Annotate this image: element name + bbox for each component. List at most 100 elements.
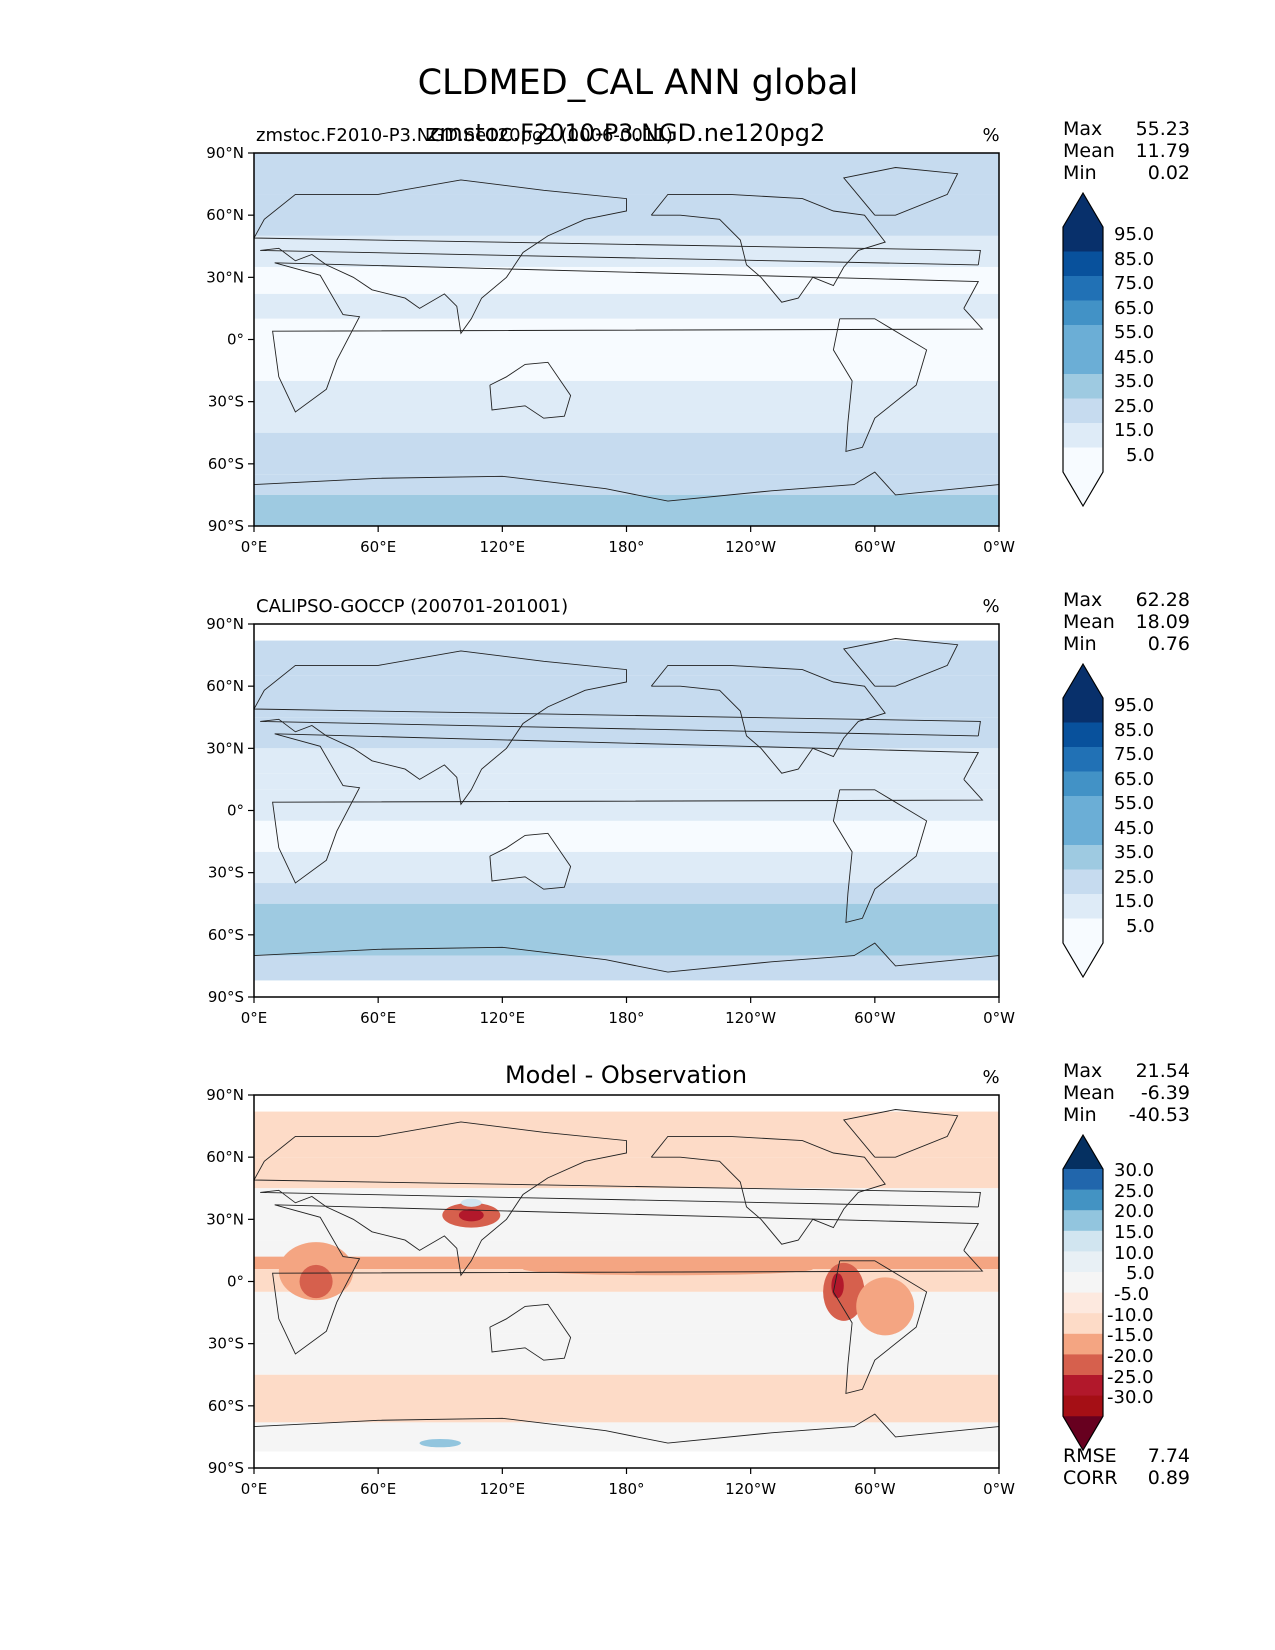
panel-model-coastlines bbox=[254, 167, 999, 502]
panel-model-map bbox=[254, 153, 999, 526]
lon-tick-label: 0°E bbox=[241, 1480, 268, 1498]
field-band bbox=[254, 1256, 999, 1270]
coastline bbox=[832, 1260, 928, 1394]
colorbar-label: 75.0 bbox=[1114, 273, 1154, 294]
field-band bbox=[254, 235, 999, 267]
colorbar-label: 5.0 bbox=[1126, 916, 1155, 937]
lon-tick-label: 180° bbox=[608, 1480, 644, 1498]
colorbar-segment bbox=[1063, 251, 1103, 277]
lon-tick-label: 0°E bbox=[241, 1009, 268, 1027]
panel-difference-colorbar: 30.0 25.0 20.0 15.0 10.0 5.0 -5.0 -10.0 … bbox=[1062, 1133, 1155, 1452]
panel-difference-units: % bbox=[982, 1067, 999, 1088]
stat-label-max: Max bbox=[1063, 589, 1102, 611]
coastline bbox=[272, 262, 984, 413]
field-band bbox=[254, 903, 999, 956]
lat-tick-label: 90°S bbox=[208, 517, 244, 535]
lon-tick-label: 180° bbox=[608, 538, 644, 556]
colorbar-label: 85.0 bbox=[1114, 249, 1154, 270]
colorbar-segment bbox=[1063, 349, 1103, 375]
coastline bbox=[254, 1121, 981, 1277]
colorbar-label: 10.0 bbox=[1114, 1243, 1154, 1264]
field-band bbox=[254, 494, 999, 526]
colorbar-label: -30.0 bbox=[1107, 1387, 1154, 1408]
stat-value-mean: -6.39 bbox=[1141, 1082, 1190, 1104]
anomaly-patch bbox=[458, 1208, 484, 1222]
field-band bbox=[254, 1333, 999, 1375]
panel-model-stats: Max 55.23 Mean 11.79 Min 0.02 bbox=[1063, 118, 1190, 184]
colorbar-segment bbox=[1063, 325, 1103, 350]
stat-value-max: 21.54 bbox=[1136, 1060, 1190, 1082]
field-band bbox=[254, 675, 999, 718]
coastline bbox=[254, 179, 981, 335]
colorbar-segment bbox=[1063, 1313, 1103, 1335]
panel-difference-map bbox=[254, 1095, 999, 1468]
stat-value-rmse: 7.74 bbox=[1148, 1445, 1190, 1467]
field-band bbox=[254, 820, 999, 852]
colorbar-segment bbox=[1063, 918, 1103, 944]
colorbar-extend-bottom bbox=[1063, 1416, 1103, 1451]
colorbar-outline bbox=[1062, 191, 1104, 508]
lat-tick-label: 30°N bbox=[206, 739, 244, 757]
colorbar-segment bbox=[1063, 747, 1103, 772]
stat-value-min: -40.53 bbox=[1129, 1104, 1190, 1126]
lon-tick-label: 180° bbox=[608, 1009, 644, 1027]
colorbar-label: 15.0 bbox=[1114, 891, 1154, 912]
coastline bbox=[272, 1204, 984, 1355]
lat-tick-label: 90°S bbox=[208, 988, 244, 1006]
panel-model-subtitle-center: zmstoc.F2010-P3.NGD.ne120pg2 bbox=[427, 119, 826, 147]
colorbar-label: 15.0 bbox=[1114, 420, 1154, 441]
lat-tick-label: 90°N bbox=[206, 615, 244, 633]
coastline bbox=[832, 318, 928, 452]
colorbar-extend-bottom bbox=[1063, 943, 1103, 977]
field-band bbox=[254, 412, 999, 433]
stat-label-rmse: RMSE bbox=[1063, 1445, 1117, 1467]
colorbar-segment bbox=[1063, 1375, 1103, 1397]
colorbar-segment bbox=[1063, 398, 1103, 424]
lat-tick-label: 90°N bbox=[206, 144, 244, 162]
colorbar-label: 85.0 bbox=[1114, 720, 1154, 741]
panel-observation: CALIPSO-GOCCP (200701-201001) % 90°N 60°N… bbox=[206, 589, 1190, 1027]
lat-tick-label: 0° bbox=[227, 802, 244, 820]
colorbar-segment bbox=[1063, 1251, 1103, 1273]
colorbar-label: 65.0 bbox=[1114, 298, 1154, 319]
lon-tick-label: 120°W bbox=[725, 1480, 776, 1498]
field-band bbox=[254, 380, 999, 413]
colorbar-segment bbox=[1063, 1169, 1103, 1191]
panel-observation-subtitle-left: CALIPSO-GOCCP (200701-201001) bbox=[256, 596, 568, 617]
colorbar-segment bbox=[1063, 1230, 1103, 1252]
colorbar-label: -15.0 bbox=[1107, 1325, 1154, 1346]
stat-label-min: Min bbox=[1063, 162, 1097, 184]
stat-label-mean: Mean bbox=[1063, 611, 1115, 633]
figure-title: CLDMED_CAL ANN global bbox=[418, 63, 859, 103]
coastline bbox=[272, 733, 984, 884]
coastline bbox=[842, 638, 959, 687]
colorbar-segment bbox=[1063, 894, 1103, 919]
field-band bbox=[254, 356, 999, 381]
coastline bbox=[489, 832, 572, 890]
stat-value-mean: 11.79 bbox=[1136, 140, 1190, 162]
colorbar-segment bbox=[1063, 1210, 1103, 1232]
field-band bbox=[254, 717, 999, 749]
colorbar-label: 45.0 bbox=[1114, 818, 1154, 839]
colorbar-outline bbox=[1062, 662, 1104, 979]
panel-model-lat-axis: 90°N 60°N 30°N 0° 30°S 60°S 90°S bbox=[206, 144, 254, 535]
stat-value-max: 55.23 bbox=[1136, 118, 1190, 140]
panel-observation-units: % bbox=[982, 596, 999, 617]
stat-label-min: Min bbox=[1063, 1104, 1097, 1126]
lon-tick-label: 120°W bbox=[725, 538, 776, 556]
colorbar-label: -25.0 bbox=[1107, 1367, 1154, 1388]
lon-tick-label: 120°W bbox=[725, 1009, 776, 1027]
lon-tick-label: 0°W bbox=[983, 1480, 1015, 1498]
colorbar-label: 25.0 bbox=[1114, 1181, 1154, 1202]
colorbar-segment bbox=[1063, 1354, 1103, 1376]
panel-observation-lat-axis: 90°N 60°N 30°N 0° 30°S 60°S 90°S bbox=[206, 615, 254, 1006]
colorbar-segment bbox=[1063, 869, 1103, 895]
panel-model-colorbar: 95.0 85.0 75.0 65.0 55.0 45.0 35.0 25.0 … bbox=[1062, 191, 1155, 508]
lon-tick-label: 120°E bbox=[480, 1480, 526, 1498]
colorbar-segment bbox=[1063, 423, 1103, 448]
field-band bbox=[254, 318, 999, 357]
panel-observation-colorbar: 95.0 85.0 75.0 65.0 55.0 45.0 35.0 25.0 … bbox=[1062, 662, 1155, 979]
lat-tick-label: 60°N bbox=[206, 1148, 244, 1166]
stat-label-max: Max bbox=[1063, 1060, 1102, 1082]
